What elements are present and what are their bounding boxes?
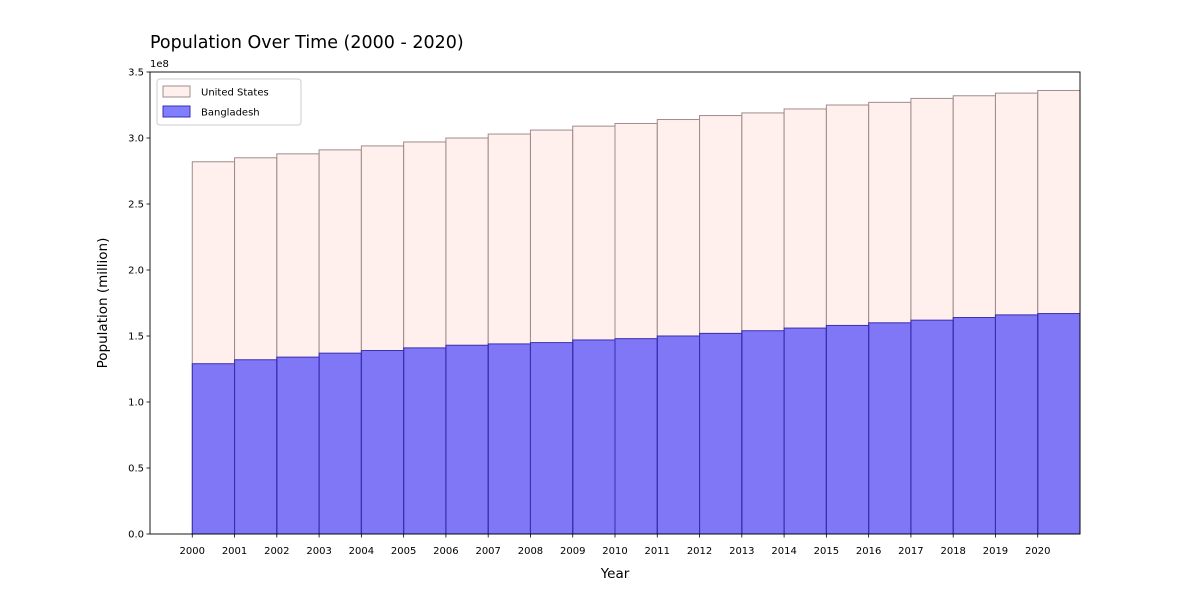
x-tick-label-8: 2007 (475, 546, 500, 557)
y-tick-label-7: 3.0 (128, 134, 144, 145)
bar-2-14 (741, 330, 785, 535)
bar-2-15 (783, 327, 827, 535)
legend-label-2: Bangladesh (201, 108, 260, 119)
bar-2-11 (614, 338, 658, 535)
bar-2-18 (910, 319, 954, 535)
legend-swatch-1 (162, 85, 191, 98)
x-tick-label-15: 2014 (771, 546, 796, 557)
x-tick-label-10: 2009 (560, 546, 585, 557)
x-tick-label-11: 2010 (602, 546, 627, 557)
x-tick-label-19: 2018 (940, 546, 965, 557)
x-axis-label: Year (600, 566, 630, 582)
x-tick-label-13: 2012 (687, 546, 712, 557)
y-tick-label-3: 1.0 (128, 398, 144, 409)
series-2 (191, 313, 1081, 535)
bar-2-21 (1037, 313, 1081, 535)
bar-2-8 (487, 343, 531, 535)
bar-2-16 (825, 324, 870, 535)
y-tick-label-8: 3.5 (128, 68, 144, 79)
x-tick-label-17: 2016 (856, 546, 881, 557)
legend-swatch-2 (162, 105, 191, 118)
bar-2-4 (318, 352, 362, 535)
bar-2-20 (994, 314, 1039, 535)
x-tick-label-9: 2008 (518, 546, 543, 557)
bar-2-5 (360, 350, 405, 535)
chart-title: Population Over Time (2000 - 2020) (150, 33, 464, 53)
legend-label-1: United States (201, 88, 269, 99)
x-tick-label-2: 2001 (222, 546, 247, 557)
bar-2-9 (529, 342, 574, 535)
bars-group (191, 89, 1081, 535)
y-tick-label-5: 2.0 (128, 266, 144, 277)
y-tick-label-2: 0.5 (128, 464, 144, 475)
bar-2-1 (191, 363, 236, 535)
x-tick-label-12: 2011 (645, 546, 670, 557)
y-axis: 0.0 0.5 1.0 1.5 2.0 2.5 3.0 3.5 (128, 68, 150, 541)
bar-2-10 (572, 339, 616, 535)
x-tick-label-4: 2003 (306, 546, 331, 557)
x-tick-label-14: 2013 (729, 546, 754, 557)
x-tick-label-7: 2006 (433, 546, 458, 557)
bar-2-19 (952, 317, 996, 535)
y-tick-label-6: 2.5 (128, 200, 144, 211)
bar-2-17 (868, 322, 912, 535)
bar-2-12 (656, 335, 701, 535)
legend: United States Bangladesh (156, 78, 302, 126)
y-tick-label-1: 0.0 (128, 530, 144, 541)
y-axis-label: Population (million) (95, 238, 111, 369)
x-tick-label-5: 2004 (349, 546, 374, 557)
x-tick-label-6: 2005 (391, 546, 416, 557)
y-tick-label-4: 1.5 (128, 332, 144, 343)
x-tick-label-3: 2002 (264, 546, 289, 557)
bar-2-6 (403, 347, 447, 535)
x-tick-label-16: 2015 (814, 546, 839, 557)
bar-2-2 (234, 359, 278, 535)
y-offset-label: 1e8 (150, 59, 169, 70)
x-axis: 2000 2001 2002 2003 2004 2005 2006 2007 2008 2009… (180, 534, 1050, 557)
bar-2-7 (445, 344, 489, 535)
x-tick-label-21: 2020 (1025, 546, 1050, 557)
x-tick-label-1: 2000 (180, 546, 205, 557)
legend-box (156, 78, 302, 126)
x-tick-label-20: 2019 (983, 546, 1008, 557)
bar-2-3 (276, 356, 320, 535)
bar-2-13 (699, 332, 743, 535)
x-tick-label-18: 2017 (898, 546, 923, 557)
